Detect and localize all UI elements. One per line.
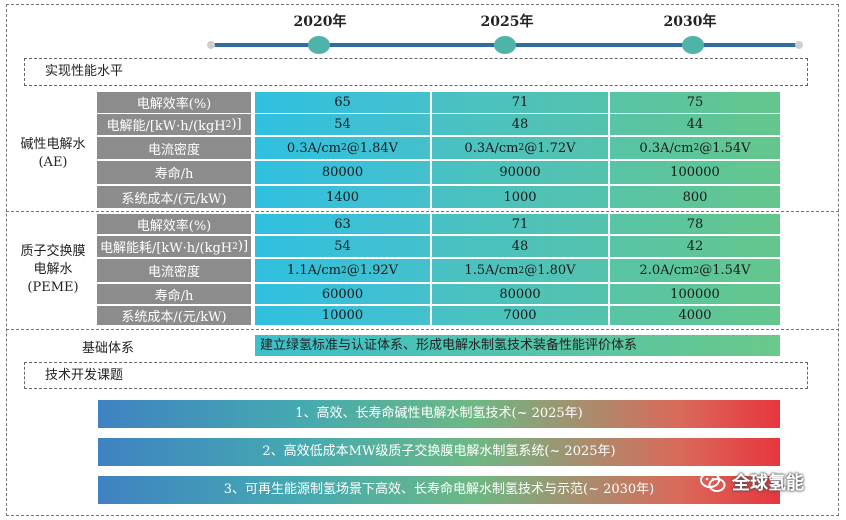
ae-cell: 90000 <box>432 161 608 184</box>
peme-group-title: 质子交换膜 电解水 (PEME) <box>10 243 96 297</box>
peme-cell: 1.5A/cm 2 @1.80V <box>432 259 608 282</box>
peme-row-label: 系统成本/(元/kW) <box>97 306 251 325</box>
peme-cell: 4000 <box>610 306 780 325</box>
ae-cell: 0.3A/cm 2 @1.72V <box>432 137 608 159</box>
ae-cell: 0.3A/cm 2 @1.84V <box>255 137 430 159</box>
ae-cell: 71 <box>432 92 608 113</box>
ae-cell: 65 <box>255 92 430 113</box>
tech-topics-header: 技术开发课题 <box>24 362 808 389</box>
peme-cell: 60000 <box>255 284 430 304</box>
ae-title-line2: (AE) <box>38 155 68 170</box>
peme-row-label: 寿命/h <box>97 284 251 304</box>
peme-cell: 10000 <box>255 306 430 325</box>
peme-cell: 2.0A/cm 2 @1.54V <box>610 259 780 282</box>
ae-cell: 75 <box>610 92 780 113</box>
ae-cell: 1000 <box>432 186 608 208</box>
outer-frame <box>6 4 839 516</box>
peme-cell: 78 <box>610 214 780 234</box>
year-2030: 2030年 <box>663 14 717 30</box>
ae-cell: 44 <box>610 114 780 135</box>
peme-cell: 7000 <box>432 306 608 325</box>
ae-row-label: 电解能/[kW·h/(kgH 2)] <box>97 114 251 135</box>
wechat-icon <box>700 472 726 492</box>
tech-topics-title: 技术开发课题 <box>45 368 124 383</box>
timeline-end-dot <box>795 41 803 49</box>
peme-cell: 54 <box>255 236 430 257</box>
foundation-bar: 建立绿氢标准与认证体系、形成电解水制氢技术装备性能评价体系 <box>255 335 780 356</box>
peme-row-label: 电解效率(%) <box>97 214 251 234</box>
timeline-marker-2020 <box>308 36 330 54</box>
topic-bar-1: 1、高效、长寿命碱性电解水制氢技术(~ 2025年) <box>98 400 780 428</box>
ae-cell: 80000 <box>255 161 430 184</box>
performance-section-header: 实现性能水平 <box>24 58 808 86</box>
ae-cell: 48 <box>432 114 608 135</box>
peme-cell: 100000 <box>610 284 780 304</box>
peme-cell: 80000 <box>432 284 608 304</box>
year-2020: 2020年 <box>293 14 347 30</box>
watermark-text: 全球氢能 <box>732 473 804 494</box>
peme-cell: 71 <box>432 214 608 234</box>
foundation-text: 建立绿氢标准与认证体系、形成电解水制氢技术装备性能评价体系 <box>260 338 638 353</box>
timeline-start-dot <box>207 41 215 49</box>
peme-row-label: 电解能耗/[kW·h/(kgH 2)] <box>97 236 251 257</box>
peme-title-line3: (PEME) <box>27 280 79 295</box>
peme-row-label: 电流密度 <box>97 259 251 282</box>
foundation-label: 基础体系 <box>82 341 135 356</box>
ae-peme-divider <box>6 211 839 212</box>
ae-row-label: 电解效率(%) <box>97 92 251 113</box>
peme-cell: 48 <box>432 236 608 257</box>
performance-section-title: 实现性能水平 <box>45 64 124 79</box>
watermark: 全球氢能 <box>700 469 804 495</box>
ae-cell: 100000 <box>610 161 780 184</box>
ae-row-label: 寿命/h <box>97 161 251 184</box>
topic-bar-3: 3、可再生能源制氢场景下高效、长寿命电解水制氢技术与示范(~ 2030年) <box>98 476 780 504</box>
peme-cell: 1.1A/cm 2 @1.92V <box>255 259 430 282</box>
peme-title-line2: 电解水 <box>33 262 73 277</box>
ae-group-title: 碱性电解水 (AE) <box>10 136 96 172</box>
peme-cell: 63 <box>255 214 430 234</box>
ae-cell: 54 <box>255 114 430 135</box>
ae-row-label: 系统成本/(元/kW) <box>97 186 251 208</box>
topic-bar-2: 2、高效低成本MW级质子交换膜电解水制氢系统(~ 2025年) <box>98 438 780 466</box>
timeline-marker-2030 <box>682 36 704 54</box>
year-2025: 2025年 <box>480 14 534 30</box>
peme-title-line1: 质子交换膜 <box>20 244 86 259</box>
ae-cell: 0.3A/cm 2 @1.54V <box>610 137 780 159</box>
peme-foundation-divider <box>6 329 839 330</box>
timeline-marker-2025 <box>494 36 516 54</box>
peme-cell: 42 <box>610 236 780 257</box>
ae-title-line1: 碱性电解水 <box>20 137 86 152</box>
ae-cell: 800 <box>610 186 780 208</box>
ae-cell: 1400 <box>255 186 430 208</box>
ae-row-label: 电流密度 <box>97 137 251 159</box>
